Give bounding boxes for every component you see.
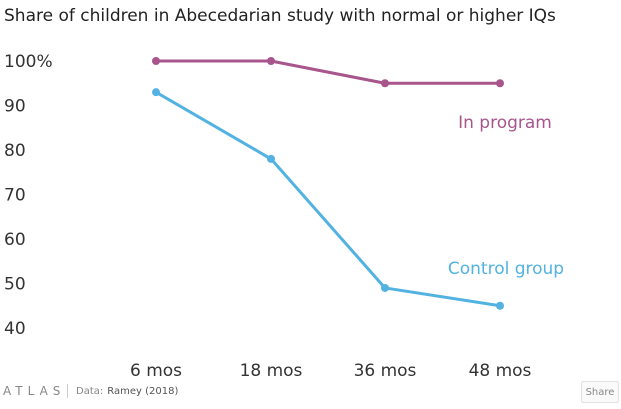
data-point-control-group [496, 301, 504, 310]
series-line-in-program [154, 59, 502, 85]
data-source: Data: Ramey (2018) [76, 386, 178, 397]
atlas-logo: ATLAS [3, 384, 66, 398]
y-tick-label: 80 [4, 141, 26, 161]
footer: ATLAS Data: Ramey (2018) Share [0, 376, 621, 409]
x-tick-label: 48 mos [469, 361, 532, 376]
series-label-in-program: In program [458, 113, 552, 133]
data-point-in-program [152, 57, 160, 65]
series-labels: In program Control group [448, 113, 564, 279]
x-tick-label: 6 mos [130, 361, 182, 376]
y-tick-label: 100% [4, 52, 53, 72]
data-point-control-group [152, 88, 160, 97]
x-tick-label: 36 mos [354, 361, 417, 376]
share-button[interactable]: Share [581, 381, 619, 403]
series-lines [154, 59, 502, 308]
y-axis-ticks: 100% 90 80 70 60 50 40 [4, 52, 53, 339]
series-line-control-group [154, 90, 502, 308]
y-tick-label: 90 [4, 97, 26, 117]
source-label: Data: [76, 386, 104, 397]
y-tick-label: 70 [4, 186, 26, 206]
source-value: Ramey (2018) [107, 386, 179, 397]
line-chart: 100% 90 80 70 60 50 40 6 mos 18 mos 36 mos 48 mos… [4, 52, 564, 376]
chart-title: Share of children in Abecedarian study w… [4, 6, 556, 26]
x-axis-ticks: 6 mos 18 mos 36 mos 48 mos [130, 361, 532, 376]
x-tick-label: 18 mos [240, 361, 303, 376]
y-tick-label: 50 [4, 275, 26, 295]
data-point-in-program [267, 57, 275, 65]
data-point-control-group [267, 154, 275, 163]
data-point-in-program [381, 79, 389, 88]
y-tick-label: 60 [4, 230, 26, 250]
y-tick-label: 40 [4, 319, 26, 339]
data-point-in-program [496, 79, 504, 88]
series-label-control-group: Control group [448, 259, 564, 279]
footer-divider [67, 384, 68, 398]
data-point-control-group [381, 283, 389, 292]
series-points [152, 57, 504, 310]
